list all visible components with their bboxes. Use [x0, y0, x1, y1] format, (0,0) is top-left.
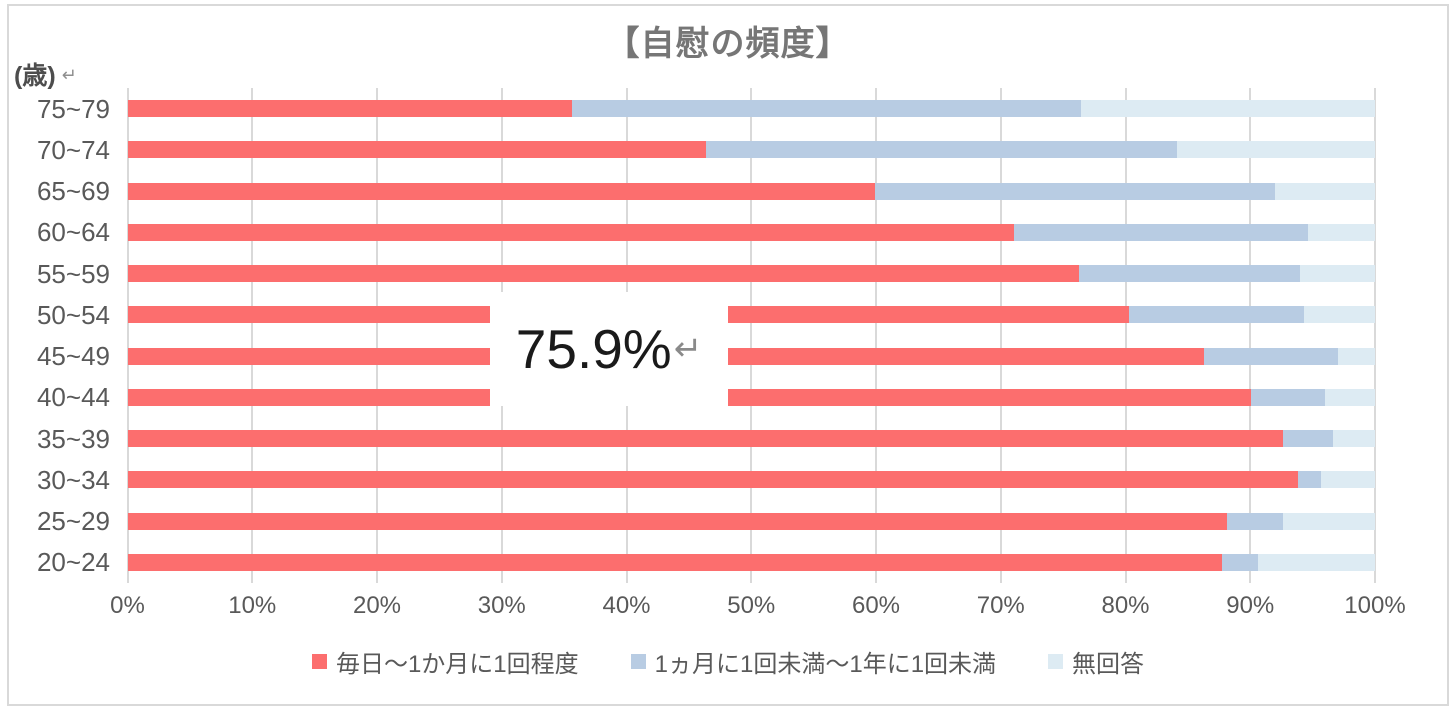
gridline — [1124, 88, 1127, 583]
gridline — [251, 88, 254, 583]
x-axis-tick-label: 10% — [228, 592, 277, 619]
bar-segment-no-answer — [1282, 512, 1375, 530]
x-axis-tick-label: 30% — [477, 592, 526, 619]
bar-segment-daily — [127, 182, 875, 200]
y-axis-label: 35~39 — [36, 423, 110, 454]
legend-swatch-icon — [630, 654, 646, 669]
y-axis-label: 20~24 — [36, 547, 110, 578]
bar-segment-rare — [1079, 265, 1301, 283]
bar-segment-rare — [1226, 512, 1283, 530]
bar-segment-no-answer — [1300, 265, 1375, 283]
bar-segment-rare — [1204, 347, 1338, 365]
y-axis-label: 55~59 — [36, 258, 110, 289]
bar-segment-daily — [127, 223, 1015, 241]
gridline — [376, 88, 378, 583]
bar-segment-rare — [1297, 471, 1322, 489]
bar-segment-no-answer — [1325, 388, 1375, 406]
bar-segment-no-answer — [1321, 471, 1375, 489]
legend-item: 無回答 — [1048, 644, 1144, 679]
bar-segment-no-answer — [1332, 430, 1375, 448]
legend-item: 1ヵ月に1回未満～1年に1回未満 — [630, 644, 997, 679]
y-axis-label: 30~34 — [36, 464, 110, 495]
y-axis-label: 50~54 — [36, 299, 110, 330]
y-axis-label: 40~44 — [36, 382, 110, 413]
bar-segment-daily — [127, 512, 1227, 530]
y-axis-label: 60~64 — [36, 217, 110, 248]
bar-segment-daily — [127, 553, 1222, 571]
gridline — [1249, 88, 1252, 583]
bar-segment-rare — [874, 182, 1276, 200]
bar-segment-daily — [127, 471, 1298, 489]
bar-segment-rare — [1221, 553, 1258, 571]
bar-segment-no-answer — [1337, 347, 1375, 365]
y-axis-label: 75~79 — [36, 93, 110, 124]
x-axis-tick-label: 100% — [1344, 592, 1406, 619]
legend-item: 毎日～1か月に1回程度 — [311, 644, 579, 679]
bar-segment-no-answer — [1275, 182, 1375, 200]
x-axis-tick-label: 50% — [727, 592, 776, 619]
legend-label: 無回答 — [1072, 651, 1145, 678]
x-axis-tick-label: 0% — [110, 592, 145, 619]
bar-segment-daily — [127, 265, 1080, 283]
x-axis-tick-label: 60% — [851, 592, 901, 619]
bar-segment-no-answer — [1257, 553, 1375, 571]
annotation-callout: 75.9% ↵ — [490, 292, 728, 406]
annotation-value: 75.9% — [515, 318, 672, 380]
chart-legend: 毎日～1か月に1回程度 1ヵ月に1回未満～1年に1回未満 無回答 — [0, 644, 1456, 679]
bar-segment-daily — [127, 430, 1283, 448]
bar-segment-daily — [127, 100, 572, 118]
bar-segment-no-answer — [1080, 100, 1375, 118]
legend-swatch-icon — [311, 654, 327, 669]
y-axis-label: 70~74 — [36, 134, 110, 165]
x-axis-tick-label: 80% — [1101, 592, 1150, 619]
y-axis-label: 25~29 — [36, 506, 110, 537]
gridline — [999, 88, 1002, 583]
gridline — [875, 88, 877, 583]
bar-segment-rare — [1251, 388, 1326, 406]
chart-border — [7, 4, 1449, 706]
y-axis-label: 65~69 — [36, 176, 110, 207]
bar-segment-rare — [1282, 430, 1333, 448]
legend-label: 毎日～1か月に1回程度 — [335, 651, 579, 678]
bar-segment-daily — [127, 141, 707, 159]
x-axis-tick-label: 70% — [976, 592, 1025, 619]
x-axis-tick-label: 20% — [352, 592, 402, 619]
y-axis-label: 45~49 — [36, 341, 110, 372]
bar-segment-no-answer — [1307, 223, 1375, 241]
legend-label: 1ヵ月に1回未満～1年に1回未満 — [654, 651, 997, 678]
x-axis-tick-label: 90% — [1226, 592, 1275, 619]
y-axis-unit-label: (歳) ↵ — [14, 56, 77, 92]
bar-segment-rare — [1014, 223, 1308, 241]
chart-title: 【自慰の頻度】 — [605, 25, 851, 63]
bar-segment-no-answer — [1176, 141, 1375, 159]
line-break-mark-icon: ↵ — [673, 330, 703, 368]
legend-swatch-icon — [1048, 654, 1064, 669]
line-break-mark-icon: ↵ — [61, 65, 77, 86]
bar-segment-rare — [706, 141, 1177, 159]
gridline — [750, 88, 753, 583]
gridline — [126, 88, 129, 583]
gridline — [1374, 88, 1376, 583]
x-axis-tick-label: 40% — [602, 592, 651, 619]
bar-segment-rare — [1129, 306, 1304, 324]
bar-segment-rare — [571, 100, 1081, 118]
bar-segment-no-answer — [1303, 306, 1375, 324]
y-axis-unit-text: (歳) — [14, 62, 56, 90]
